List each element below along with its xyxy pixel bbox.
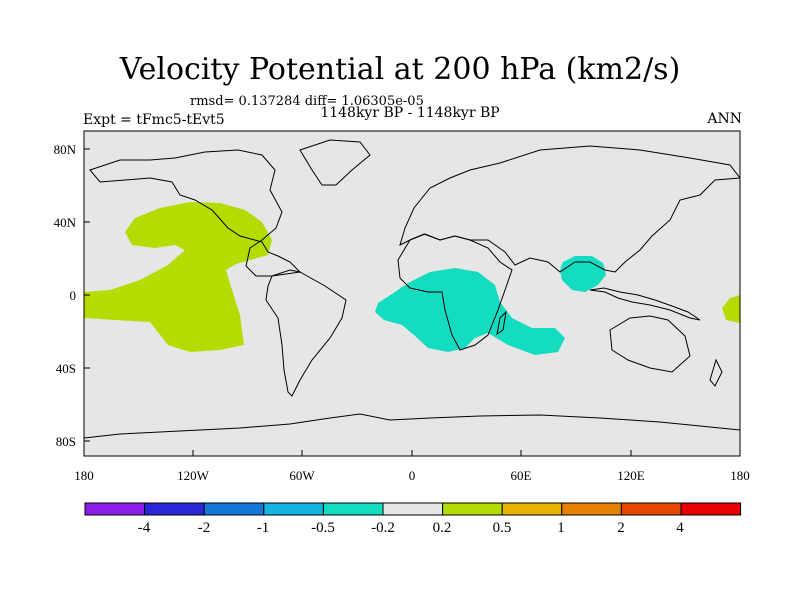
x-tick-180w: 180 [74,468,94,483]
x-tick-60w: 60W [289,468,315,483]
y-tick-80n: 80N [54,142,77,157]
colorbar-label: -0.2 [371,520,395,536]
colorbar [84,502,742,516]
negative-anomaly-africa [375,268,565,355]
colorbar-label: 2 [617,520,625,536]
colorbar-box [322,502,384,516]
europe-outline [399,145,740,273]
madagascar-outline [496,310,507,336]
tick-marks [83,148,741,456]
colorbar-box [382,502,444,516]
stats-line: rmsd= 0.137284 diff= 1.06305e-05 [190,94,424,109]
colorbar-box [84,502,146,516]
australia-outline [609,315,691,373]
colorbar-label: 0.2 [433,520,452,536]
x-tick-180e: 180 [730,468,750,483]
positive-anomaly-dateline [722,295,740,323]
colorbar-box [680,502,742,516]
colorbar-box [620,502,682,516]
colorbar-box [144,502,205,516]
new-zealand-outline [709,358,723,387]
coastlines [84,139,740,439]
colorbar-label: -2 [198,520,211,536]
y-tick-40s: 40S [56,361,76,376]
x-tick-120w: 120W [177,468,210,483]
south-america-outline [265,271,347,397]
north-america-outline [89,149,302,277]
positive-anomaly-pacific [84,202,272,352]
greenland-outline [299,139,371,186]
y-tick-80s: 80S [56,434,76,449]
colorbar-box [561,502,622,516]
colorbar-label: 4 [676,520,684,536]
x-tick-60e: 60E [511,468,532,483]
colorbar-box [263,502,324,516]
antarctica-outline [84,413,740,439]
negative-anomaly-southeast-asia [560,256,606,292]
maritime-continent-outline [589,287,701,321]
x-tick-120e: 120E [617,468,645,483]
x-tick-0: 0 [409,468,416,483]
colorbar-label: -1 [257,520,270,536]
time-subtitle: 1148kyr BP - 1148kyr BP [320,105,500,121]
colorbar-label: -0.5 [311,520,335,536]
y-tick-0: 0 [70,288,77,303]
colorbar-box [203,502,265,516]
map-title: Velocity Potential at 200 hPa (km2/s) [119,52,681,87]
season-label: ANN [707,111,742,127]
colorbar-box [501,502,563,516]
colorbar-labels: -4 -2 -1 -0.5 -0.2 0.2 0.5 1 2 4 [138,520,685,536]
colorbar-label: 0.5 [493,520,512,536]
colorbar-label: 1 [557,520,565,536]
y-tick-40n: 40N [54,215,77,230]
colorbar-box [442,502,503,516]
colorbar-label: -4 [138,520,151,536]
experiment-label: Expt = tFmc5-tEvt5 [83,112,225,128]
africa-outline [397,233,513,351]
